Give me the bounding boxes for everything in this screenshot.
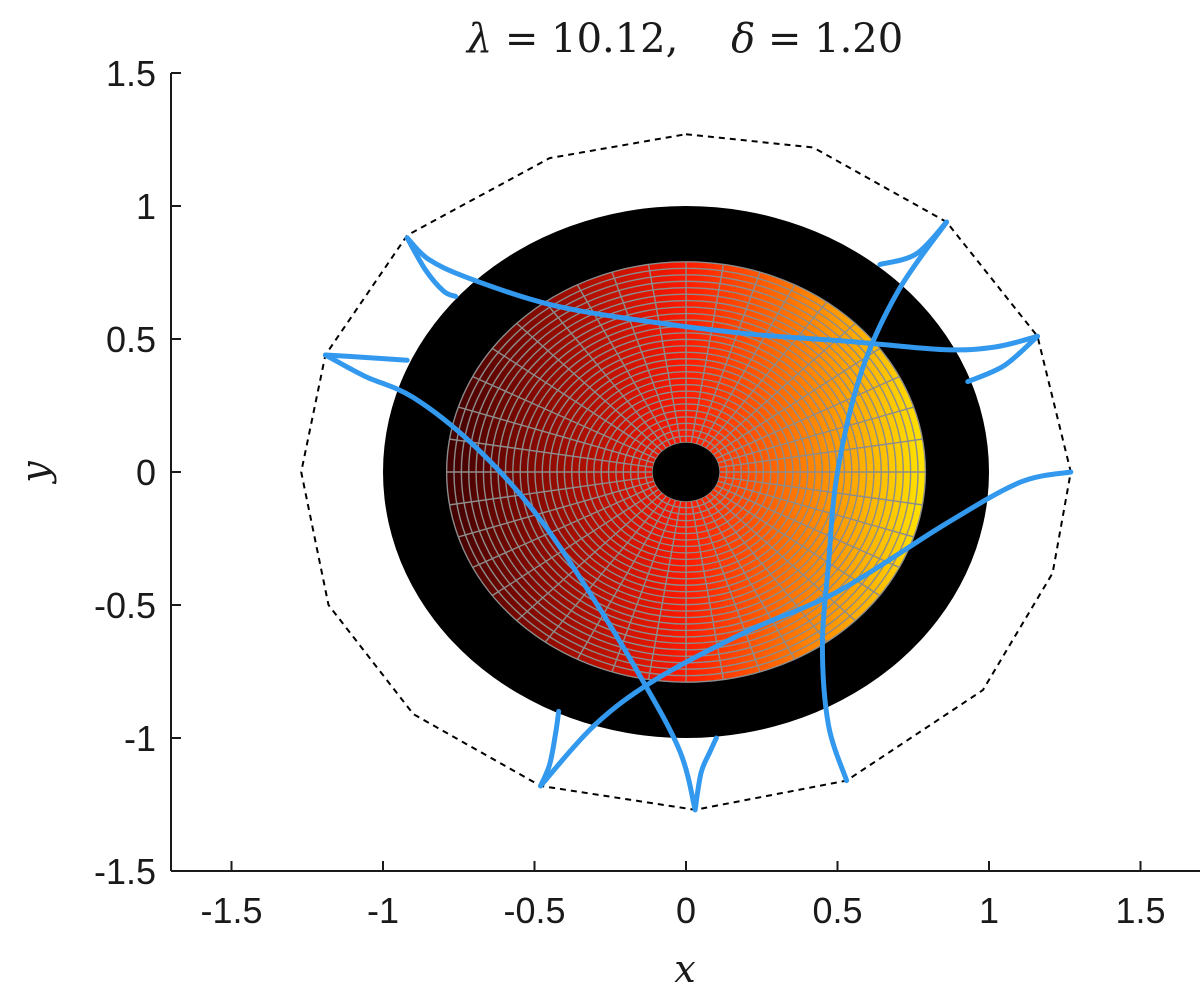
mesh-spoke — [718, 475, 923, 506]
y-tick-label: 0.5 — [106, 319, 156, 360]
x-tick-label: -1 — [367, 890, 399, 931]
mesh-spoke — [544, 301, 667, 449]
x-tick-label: 1 — [979, 890, 999, 931]
y-tick-label: 1.5 — [106, 53, 156, 94]
mesh-spoke — [690, 264, 725, 444]
mesh-spoke — [516, 322, 663, 452]
mesh-spoke — [712, 488, 881, 597]
mesh-spoke — [709, 322, 856, 452]
series-line — [965, 333, 1040, 385]
mesh-spoke — [449, 438, 654, 469]
series-line — [322, 352, 410, 363]
series-line — [877, 219, 950, 267]
mesh-spoke — [647, 264, 682, 444]
inner-hole — [652, 442, 720, 502]
series-line — [538, 708, 562, 789]
series-line — [404, 235, 1040, 353]
mesh-spoke — [695, 271, 761, 445]
y-tick-label: -1 — [124, 718, 156, 759]
mesh-spoke — [700, 284, 796, 447]
series-line — [692, 735, 719, 813]
x-tick-label: -1.5 — [200, 890, 262, 931]
mesh-spoke — [715, 484, 900, 569]
title-delta-value: = 1.20 — [768, 16, 903, 62]
plot-area — [300, 133, 1074, 813]
mesh-spoke — [717, 406, 914, 464]
chart-title: λ = 10.12, δ = 1.20 — [465, 16, 903, 62]
mesh-spoke — [690, 500, 725, 680]
series-line — [322, 352, 698, 813]
series-line — [404, 235, 459, 299]
mesh-spoke — [458, 406, 655, 464]
mesh-spoke — [647, 500, 682, 680]
mesh-spoke — [695, 499, 761, 673]
x-tick-label: -0.5 — [503, 890, 565, 931]
mesh-spoke — [712, 347, 881, 456]
series-line — [819, 219, 950, 784]
mesh-spoke — [516, 492, 663, 622]
title-lambda-value: = 10.12, — [505, 16, 678, 62]
mesh-spoke — [491, 347, 660, 456]
mesh-spoke — [544, 495, 667, 643]
y-axis-label: y — [13, 461, 57, 485]
y-tick-label: -1.5 — [94, 851, 156, 892]
mesh-spoke — [491, 488, 660, 597]
x-axis-label: x — [674, 947, 695, 991]
mesh-spoke — [472, 375, 657, 460]
mesh-spoke — [449, 475, 654, 506]
title-delta-symbol: δ — [731, 16, 755, 62]
mesh-spoke — [576, 497, 672, 660]
mesh-spoke — [458, 480, 655, 538]
mesh-spoke — [717, 480, 914, 538]
series-line — [538, 469, 1074, 789]
mesh-spoke — [709, 492, 856, 622]
mesh-spoke — [700, 497, 796, 660]
title-lambda-symbol: λ — [465, 16, 492, 62]
x-tick-label: 1.5 — [1115, 890, 1165, 931]
x-tick-label: 0 — [676, 890, 696, 931]
mesh-spoke — [472, 484, 657, 569]
y-tick-label: 0 — [136, 452, 156, 493]
x-tick-label: 0.5 — [812, 890, 862, 931]
mesh-spoke — [715, 375, 900, 460]
axis-ticks: -1.5 -1 -0.5 0 0.5 1 1.5 -1.5 -1 -0.5 0 0.5 1 1.5 — [94, 53, 1166, 931]
mesh-spoke — [705, 495, 828, 643]
y-tick-label: -0.5 — [94, 585, 156, 626]
mesh-spoke — [718, 438, 923, 469]
y-tick-label: 1 — [136, 186, 156, 227]
mesh-spoke — [611, 271, 677, 445]
mesh-spoke — [705, 301, 828, 449]
